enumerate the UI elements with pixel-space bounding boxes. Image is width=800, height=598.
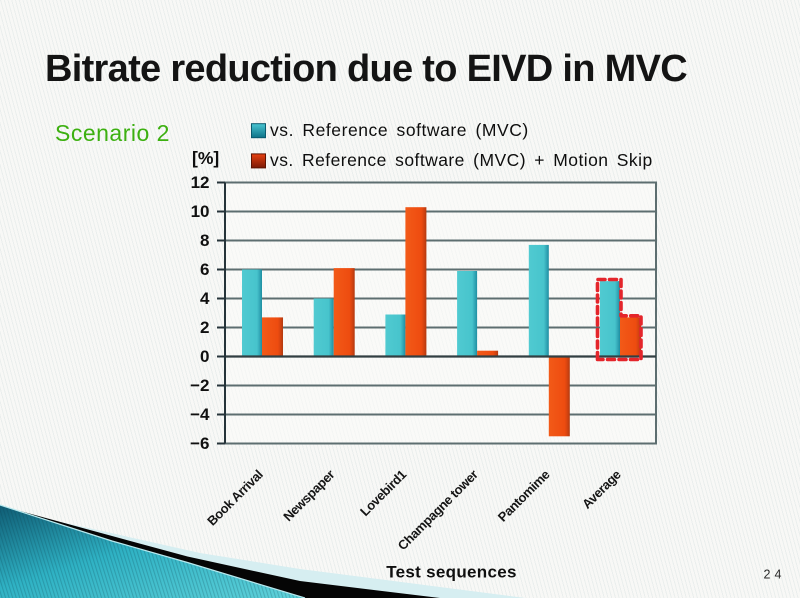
svg-text:Book Arrival: Book Arrival — [204, 467, 266, 529]
svg-text:−6: −6 — [190, 434, 209, 453]
svg-text:Lovebird1: Lovebird1 — [357, 467, 409, 519]
svg-text:24: 24 — [764, 568, 786, 582]
svg-text:Newspaper: Newspaper — [280, 467, 337, 524]
svg-text:Average: Average — [579, 467, 624, 512]
svg-text:[%]: [%] — [192, 148, 219, 168]
svg-text:6: 6 — [200, 260, 209, 279]
svg-text:vs. Reference software (MVC) +: vs. Reference software (MVC) + Motion Sk… — [270, 150, 653, 170]
svg-text:0: 0 — [200, 347, 209, 366]
svg-text:2: 2 — [200, 318, 209, 337]
svg-text:Champagne tower: Champagne tower — [395, 467, 481, 553]
svg-text:−4: −4 — [190, 405, 210, 424]
svg-text:4: 4 — [200, 289, 210, 308]
svg-text:10: 10 — [191, 202, 210, 221]
svg-text:Test sequences: Test sequences — [386, 563, 517, 582]
svg-text:12: 12 — [191, 173, 210, 192]
svg-text:Pantomime: Pantomime — [495, 467, 553, 525]
svg-text:8: 8 — [200, 231, 209, 250]
svg-text:vs. Reference software (MVC): vs. Reference software (MVC) — [270, 120, 529, 140]
svg-text:−2: −2 — [190, 376, 209, 395]
